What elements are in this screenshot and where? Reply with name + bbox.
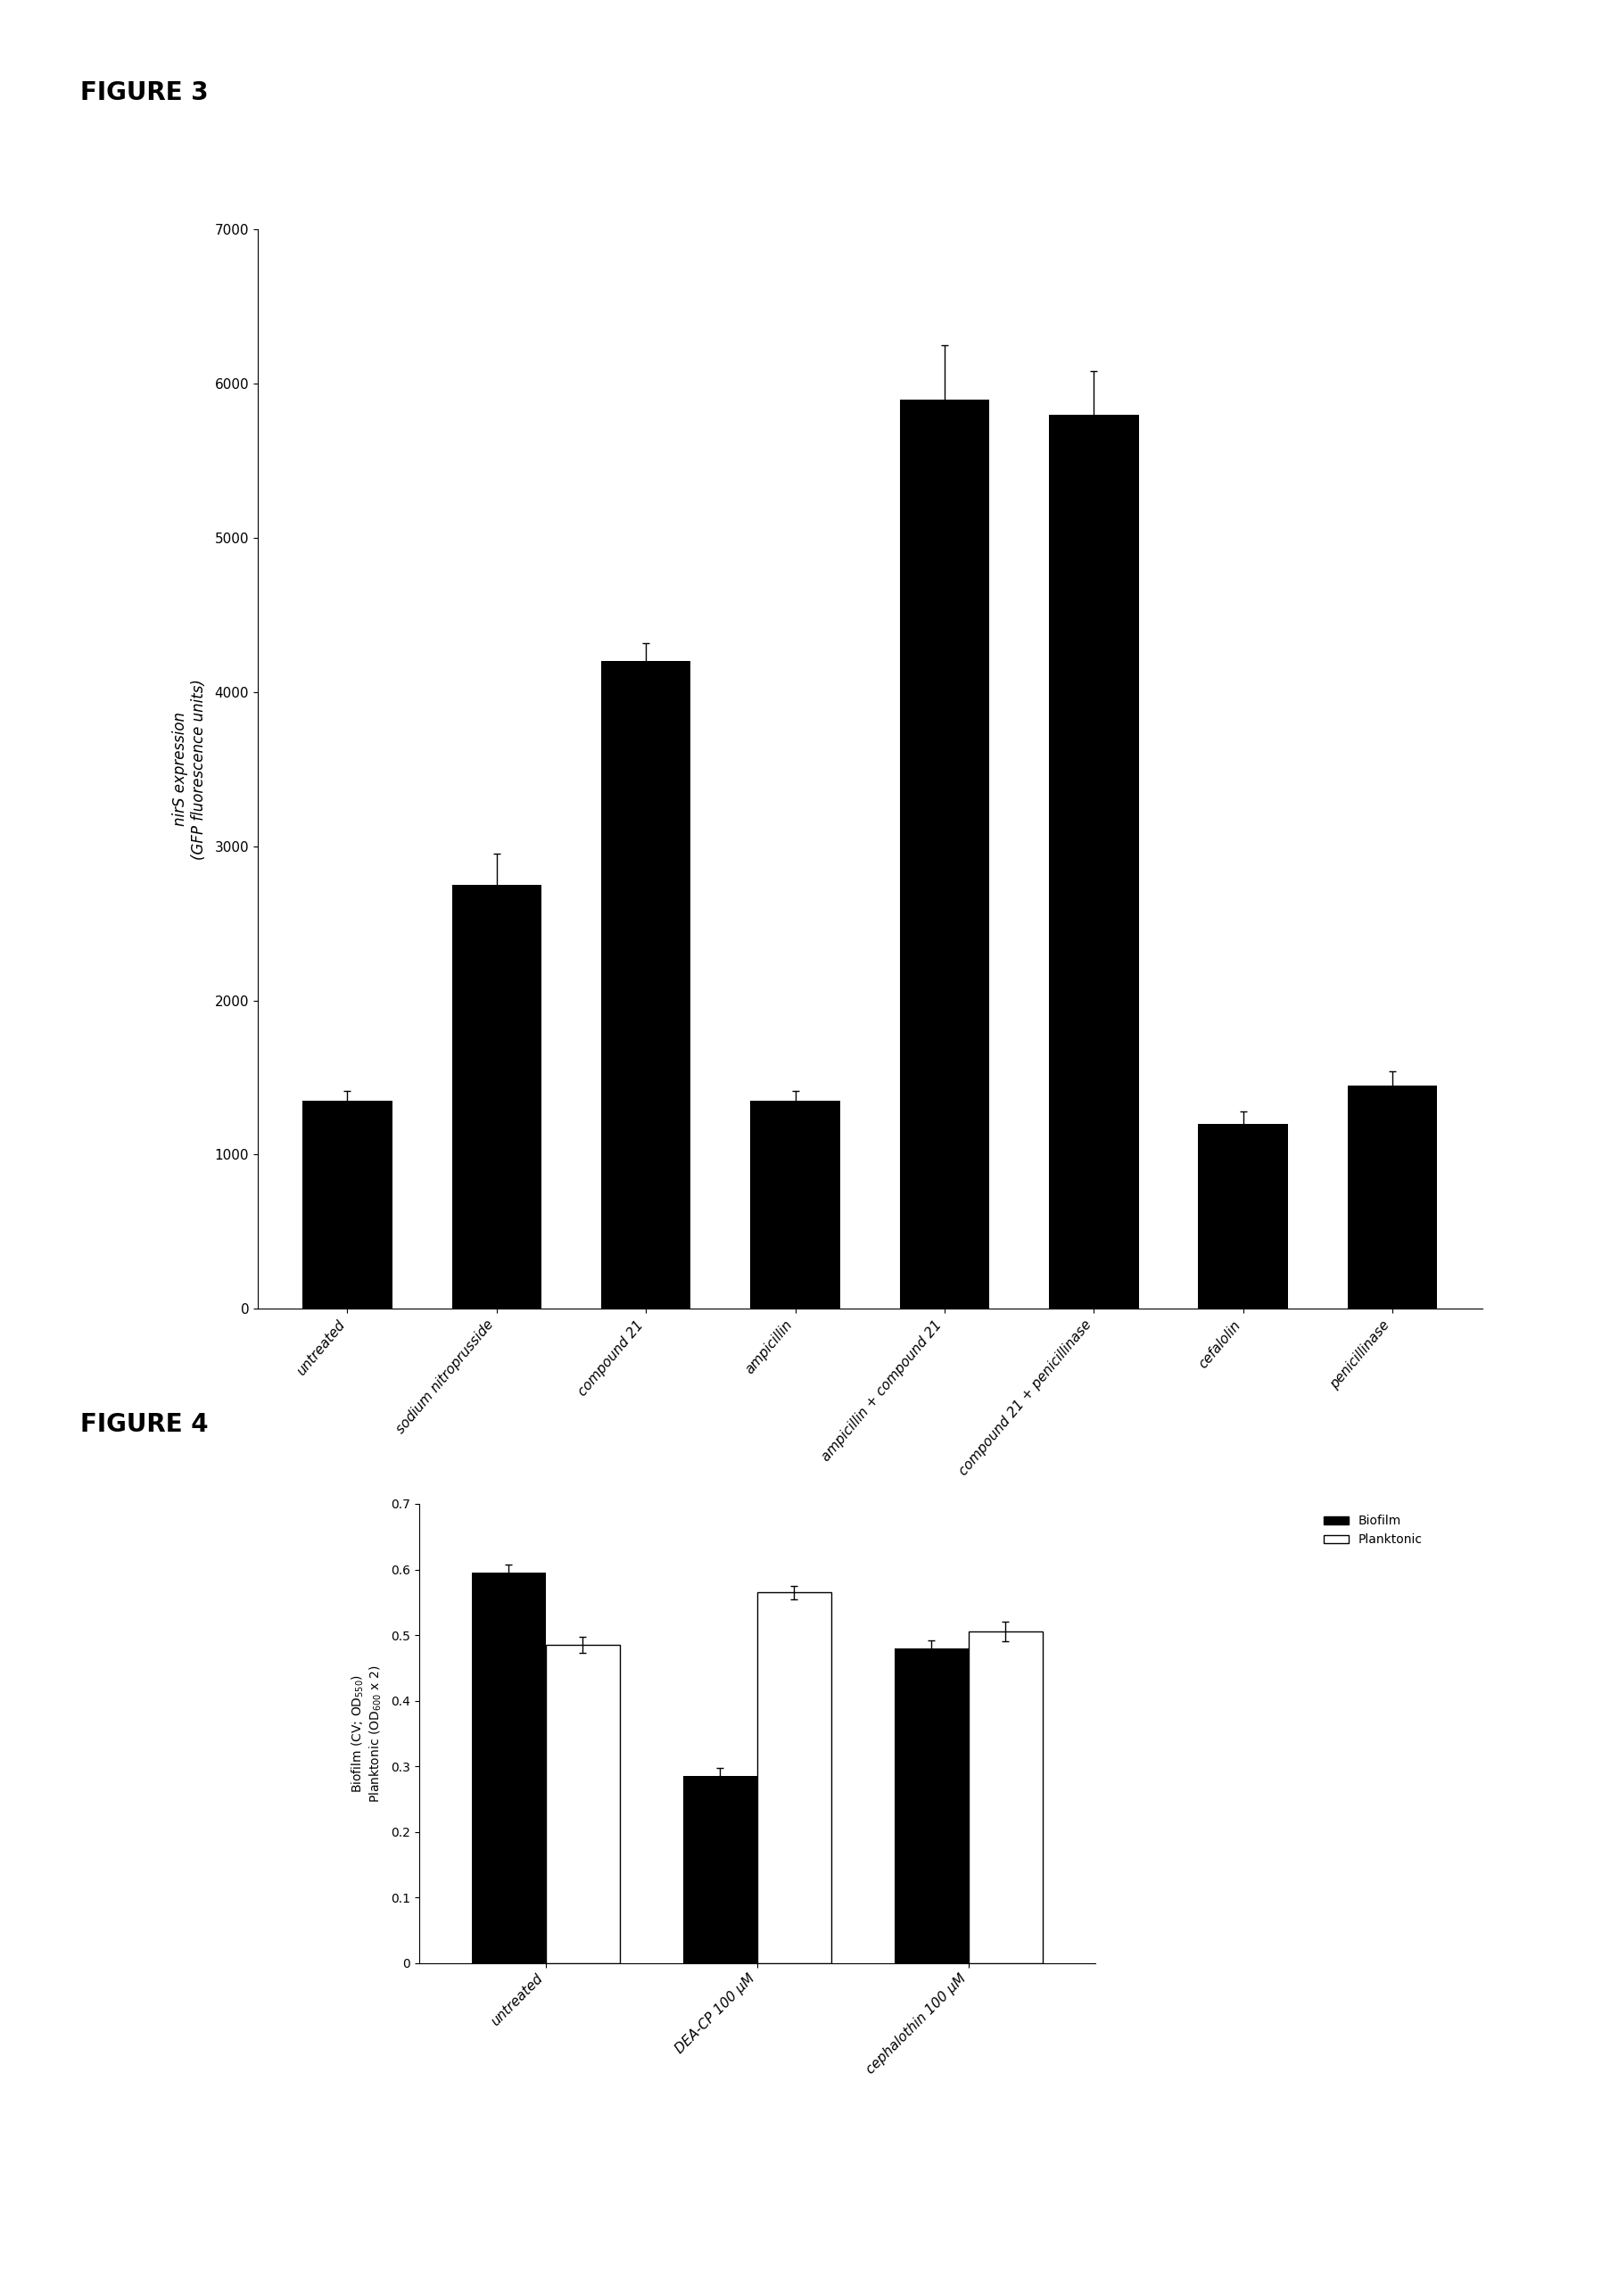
Bar [546,1644,620,1963]
Text: FIGURE 4: FIGURE 4 [80,1412,209,1437]
Bar [894,1649,968,1963]
Bar [683,1777,757,1963]
Bar [1048,416,1138,1309]
Y-axis label: nirS expression
(GFP fluorescence units): nirS expression (GFP fluorescence units) [172,680,208,859]
Bar [900,400,989,1309]
Legend: Biofilm, Planktonic: Biofilm, Planktonic [1319,1511,1426,1552]
Bar [303,1100,391,1309]
Bar [1198,1123,1288,1309]
Bar [757,1593,831,1963]
Bar [1348,1086,1436,1309]
Text: FIGURE 3: FIGURE 3 [80,80,209,106]
Bar [451,884,541,1309]
Y-axis label: Biofilm (CV; OD$_{550}$)
Planktonic (OD$_{600}$ x 2): Biofilm (CV; OD$_{550}$) Planktonic (OD$… [349,1665,383,1802]
Bar [601,661,691,1309]
Bar [750,1100,839,1309]
Bar [472,1573,546,1963]
Bar [968,1632,1042,1963]
